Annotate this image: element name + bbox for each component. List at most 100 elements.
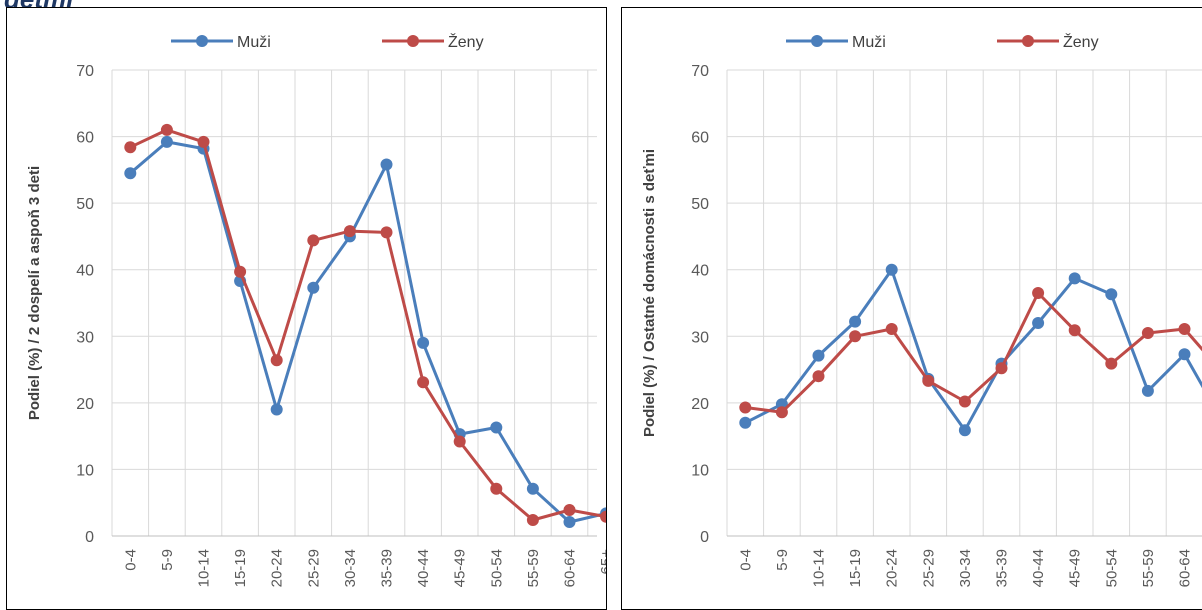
c1-series-1-point [885, 323, 898, 335]
c1-y-axis-label: Podiel (%) / Ostatné domácnosti s deťmi [641, 149, 658, 437]
c0-y-axis-label: Podiel (%) / 2 dospelí a aspoň 3 deti [26, 166, 43, 420]
c1-legend-label-0: Muži [852, 34, 886, 51]
c1-y-tick-label: 60 [691, 130, 709, 147]
c0-y-tick-label: 50 [76, 196, 94, 213]
c0-series-0-point [307, 281, 320, 294]
c1-legend-marker-0 [811, 35, 823, 47]
c0-series-1-point [270, 354, 283, 367]
c1-x-tick-label: 15-19 [847, 549, 864, 587]
c1-series-0-point [1141, 384, 1154, 397]
line-chart-left: 0 10 20 30 40 50 60 70 0-4 5-9 10-14 15-19 20-24 25-2… [26, 32, 607, 587]
c1-series-line-1 [745, 291, 1202, 414]
c1-x-tick-label: 50-54 [1103, 549, 1120, 587]
c0-y-tick-label: 0 [85, 529, 94, 546]
c1-x-tick-label: 0-4 [737, 549, 754, 571]
c0-x-tick-label: 0-4 [122, 549, 139, 571]
c0-x-tick-label: 25-29 [305, 549, 322, 587]
c1-series-1-point [995, 362, 1008, 375]
c0-series-1-point [197, 135, 210, 148]
c1-series-1-point [775, 406, 788, 419]
c0-x-tick-label: 55-59 [525, 549, 542, 587]
c1-x-tick-label: 5-9 [774, 549, 791, 571]
c0-y-tick-label: 10 [76, 462, 94, 479]
c0-series-line-0 [129, 140, 606, 524]
c1-series-1-point [812, 370, 825, 383]
c0-series-0-point [563, 516, 576, 528]
c1-x-tick-label: 35-39 [994, 549, 1011, 587]
c0-series-1-point [160, 123, 173, 136]
c1-x-tick-label: 25-29 [920, 549, 937, 587]
c0-x-tick-label: 10-14 [196, 549, 213, 587]
c1-x-tick-label: 45-49 [1067, 549, 1084, 587]
c1-series-1-point [849, 330, 862, 343]
c1-series-0-point [958, 424, 971, 437]
c1-y-tick-label: 20 [691, 396, 709, 413]
c1-x-tick-label: 55-59 [1140, 549, 1157, 587]
c1-series-0-point [885, 263, 898, 276]
c0-series-1-point [343, 225, 356, 238]
c1-series-1-point [1032, 287, 1045, 299]
c1-y-tick-label: 0 [700, 529, 709, 546]
c1-series-1-point [922, 374, 935, 387]
c0-series-1-point [234, 265, 247, 278]
line-chart-right: 0 10 20 30 40 50 60 70 0-4 5-9 10-14 15-19 20-24 25-2… [641, 32, 1202, 587]
c1-y-tick-label: 10 [691, 462, 709, 479]
c1-series-0-point [1178, 348, 1191, 361]
c0-series-0-point [526, 482, 539, 495]
c1-series-1-point [1178, 323, 1191, 335]
c0-x-tick-label: 45-49 [452, 549, 469, 587]
c1-x-tick-label: 20-24 [884, 549, 901, 587]
c0-series-line-1 [129, 128, 606, 522]
chart-panel-left: 0 10 20 30 40 50 60 70 0-4 5-9 10-14 15-19 20-24 25-2… [6, 7, 607, 610]
c1-series-0-point [1105, 288, 1118, 301]
c1-series-1-point [739, 401, 752, 414]
c0-series-1-point [490, 482, 503, 495]
c0-series-1-point [453, 435, 466, 448]
c1-series-1-point [958, 395, 971, 408]
c1-series-0-point [849, 315, 862, 328]
c0-series-0-point [270, 403, 283, 416]
c1-series-line-0 [744, 268, 1202, 432]
c0-x-tick-label: 20-24 [269, 549, 286, 587]
c0-y-tick-label: 20 [76, 396, 94, 413]
c0-y-tick-label: 60 [76, 130, 94, 147]
c0-series-1-point [307, 234, 320, 247]
c0-x-tick-label: 60-64 [562, 549, 579, 587]
c0-x-tick-label: 50-54 [488, 549, 505, 587]
c0-x-tick-label: 15-19 [232, 549, 249, 587]
c0-series-0-point [124, 167, 137, 180]
c0-y-tick-label: 40 [76, 263, 94, 280]
c0-x-tick-label: 65+ [598, 549, 607, 575]
c0-y-tick-label: 70 [76, 63, 94, 80]
c1-y-tick-label: 30 [691, 329, 709, 346]
c1-x-tick-label: 30-34 [957, 549, 974, 587]
c1-y-tick-label: 40 [691, 263, 709, 280]
c1-series-0-point [1032, 317, 1045, 329]
c1-y-tick-label: 50 [691, 196, 709, 213]
c1-legend-label-1: Ženy [1063, 32, 1099, 51]
c1-x-tick-label: 10-14 [811, 549, 828, 587]
c0-series-1-point [417, 376, 430, 389]
c0-series-0-point [380, 158, 393, 171]
c1-series-1-point [1141, 327, 1154, 339]
c0-x-tick-label: 40-44 [415, 549, 432, 587]
c1-x-tick-label: 60-64 [1177, 549, 1194, 587]
c1-series-0-point [1068, 272, 1081, 285]
c0-series-1-point [380, 226, 393, 239]
c1-series-1-point [1068, 324, 1081, 337]
c0-x-tick-label: 35-39 [379, 549, 396, 587]
c0-legend-label-1: Ženy [448, 32, 484, 51]
c0-legend-marker-1 [407, 35, 419, 47]
c1-series-0-point [739, 416, 752, 429]
c0-y-tick-label: 30 [76, 329, 94, 346]
c0-x-tick-label: 30-34 [342, 549, 359, 587]
c0-series-1-point [124, 141, 137, 154]
c0-series-0-point [160, 135, 173, 148]
c0-series-1-point [526, 514, 539, 526]
c0-x-tick-label: 5-9 [159, 549, 176, 571]
c1-series-0-point [812, 349, 825, 362]
c1-legend-marker-1 [1022, 35, 1034, 47]
c0-legend-marker-0 [196, 35, 208, 47]
c0-series-1-point [600, 510, 606, 523]
c1-x-tick-label: 40-44 [1030, 549, 1047, 587]
